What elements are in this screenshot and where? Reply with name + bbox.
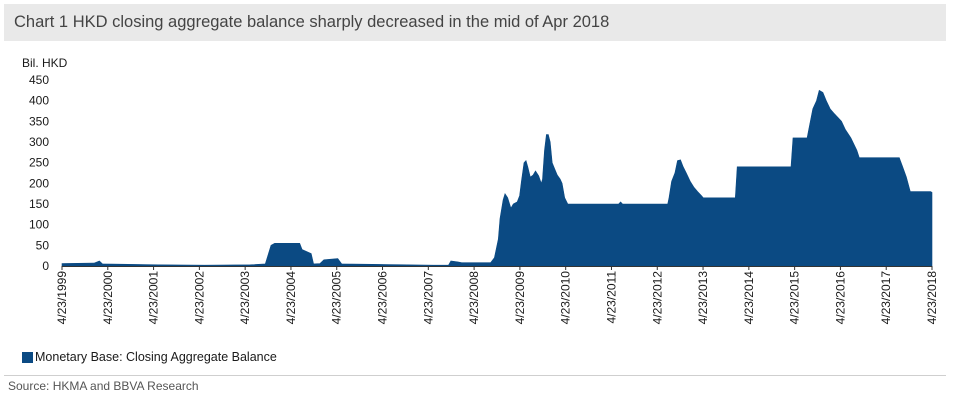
x-tick-label: 4/23/2012 bbox=[650, 271, 664, 325]
x-tick-label: 4/23/2006 bbox=[376, 271, 390, 325]
y-tick-label: 150 bbox=[29, 197, 49, 211]
legend-label: Monetary Base: Closing Aggregate Balance bbox=[35, 350, 277, 364]
x-tick-label: 4/23/2009 bbox=[513, 271, 527, 325]
x-tick-label: 4/23/1999 bbox=[55, 271, 69, 325]
source-divider bbox=[4, 375, 946, 376]
x-tick-label: 4/23/2007 bbox=[421, 271, 435, 325]
x-tick-label: 4/23/2015 bbox=[788, 271, 802, 325]
y-tick-label: 50 bbox=[36, 238, 50, 252]
x-tick-label: 4/23/2014 bbox=[742, 271, 756, 325]
x-tick-label: 4/23/2004 bbox=[284, 271, 298, 325]
source-note: Source: HKMA and BBVA Research bbox=[8, 379, 199, 393]
x-tick-label: 4/23/2017 bbox=[879, 271, 893, 325]
chart-plot: 0 50 100 150 200 250 300 350 400 450 4/23/1999 4/23… bbox=[29, 73, 939, 325]
legend-swatch bbox=[22, 351, 33, 363]
series-area-0 bbox=[61, 89, 933, 267]
x-tick-label: 4/23/2010 bbox=[559, 271, 573, 325]
y-tick-label: 0 bbox=[42, 259, 49, 273]
x-tick-label: 4/23/2001 bbox=[147, 271, 161, 325]
x-tick-label: 4/23/2016 bbox=[833, 271, 847, 325]
x-tick-label: 4/23/2013 bbox=[696, 271, 710, 325]
x-tick-label: 4/23/2002 bbox=[192, 271, 206, 325]
x-tick-label: 4/23/2018 bbox=[925, 271, 939, 325]
x-tick-label: 4/23/2003 bbox=[238, 271, 252, 325]
chart-title: Chart 1 HKD closing aggregate balance sh… bbox=[14, 13, 610, 31]
y-tick-label: 300 bbox=[29, 135, 49, 149]
x-tick-label: 4/23/2000 bbox=[101, 271, 115, 325]
title-bar: Chart 1 HKD closing aggregate balance sh… bbox=[4, 4, 946, 41]
x-tick-label: 4/23/2005 bbox=[330, 271, 344, 325]
x-tick-label: 4/23/2008 bbox=[467, 271, 481, 325]
y-tick-label: 400 bbox=[29, 94, 49, 108]
legend: Monetary Base: Closing Aggregate Balance bbox=[22, 350, 277, 364]
x-tick-label: 4/23/2011 bbox=[604, 271, 618, 324]
y-axis-unit-label: Bil. HKD bbox=[22, 56, 68, 70]
y-tick-label: 200 bbox=[29, 176, 49, 190]
y-tick-label: 250 bbox=[29, 156, 49, 170]
y-tick-label: 450 bbox=[29, 73, 49, 87]
y-tick-label: 350 bbox=[29, 114, 49, 128]
y-tick-label: 100 bbox=[29, 218, 49, 232]
